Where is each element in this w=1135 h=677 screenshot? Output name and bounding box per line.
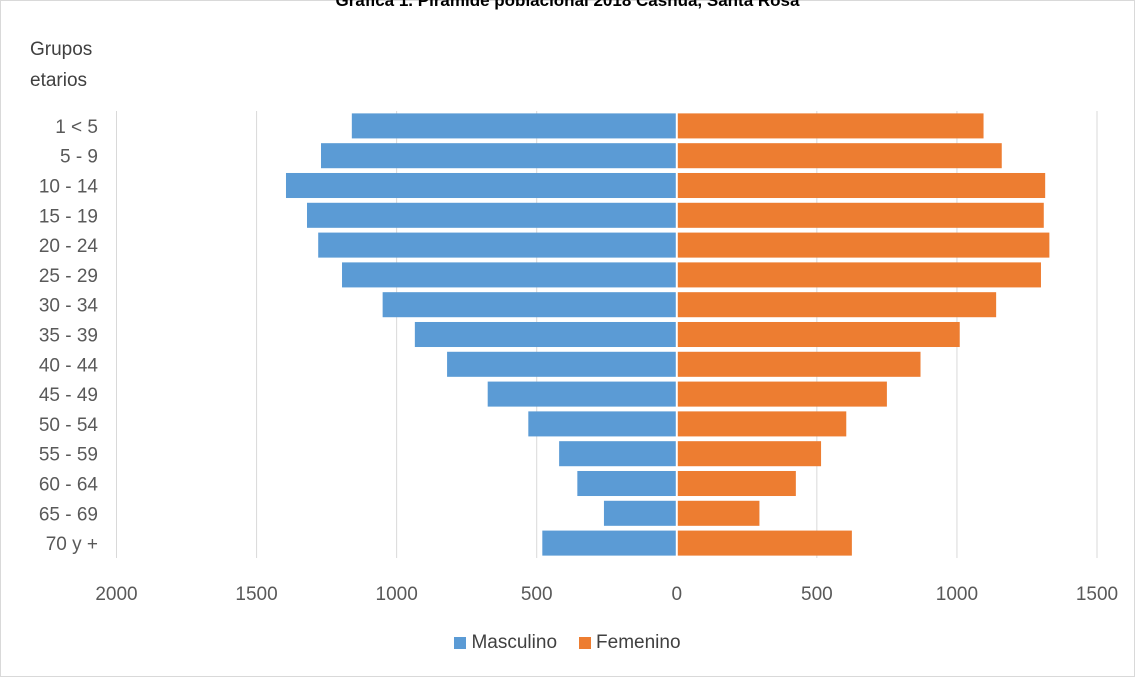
x-tick-label: 1500 xyxy=(1076,584,1118,605)
bar-femenino xyxy=(676,381,887,407)
y-tick-label: 25 - 29 xyxy=(39,266,98,287)
bar-femenino xyxy=(676,113,984,139)
bar-masculino xyxy=(321,143,677,169)
chart-title: Gráfica 1. Pirámide poblacional 2018 Cas… xyxy=(335,0,800,10)
x-tick-label: 1000 xyxy=(376,584,418,605)
y-tick-label: 35 - 39 xyxy=(39,326,98,347)
bar-masculino xyxy=(559,441,677,467)
legend-label-femenino: Femenino xyxy=(596,632,681,653)
x-tick-label: 500 xyxy=(521,584,553,605)
y-tick-label: 50 - 54 xyxy=(39,415,99,436)
y-axis-title-line-1: Grupos xyxy=(30,39,93,60)
bar-femenino xyxy=(676,143,1002,169)
x-tick-labels: 2000 1500 1000 500 0 500 1000 1500 xyxy=(95,584,1118,605)
y-tick-label: 45 - 49 xyxy=(39,385,98,406)
bar-masculino xyxy=(342,262,677,288)
x-tick-label: 2000 xyxy=(95,584,137,605)
bar-femenino xyxy=(676,321,960,348)
legend-swatch-masculino xyxy=(454,637,467,649)
x-tick-label: 500 xyxy=(801,584,833,605)
y-tick-label: 20 - 24 xyxy=(39,236,99,257)
y-tick-labels: 1 < 5 5 - 9 10 - 14 15 - 19 20 - 24 25 - 29 30… xyxy=(39,117,99,555)
bar-masculino xyxy=(528,411,677,437)
x-tick-label: 1500 xyxy=(235,584,277,605)
y-tick-label: 15 - 19 xyxy=(39,206,98,227)
legend-item-masculino: Masculino xyxy=(454,632,557,654)
y-axis-title-line-2: etarios xyxy=(30,70,88,91)
y-tick-label: 60 - 64 xyxy=(39,475,99,496)
bar-femenino xyxy=(676,351,921,377)
y-tick-label: 1 < 5 xyxy=(55,117,98,138)
bar-masculino xyxy=(577,470,677,497)
legend-label-masculino: Masculino xyxy=(471,632,558,653)
legend: Masculino Femenino xyxy=(0,632,1135,654)
bar-masculino xyxy=(306,202,677,228)
bar-femenino xyxy=(676,292,997,318)
y-tick-label: 40 - 44 xyxy=(39,355,99,376)
bar-masculino xyxy=(382,292,677,318)
bar-femenino xyxy=(676,262,1041,288)
bar-femenino xyxy=(676,172,1046,199)
x-tick-label: 0 xyxy=(671,584,682,605)
y-tick-label: 10 - 14 xyxy=(39,177,99,198)
y-tick-label: 70 y + xyxy=(46,534,98,555)
x-tick-label: 1000 xyxy=(936,584,978,605)
bar-masculino xyxy=(603,500,677,526)
y-tick-label: 30 - 34 xyxy=(39,296,99,317)
y-tick-label: 55 - 59 xyxy=(39,445,98,466)
bar-femenino xyxy=(676,411,847,437)
bar-femenino xyxy=(676,500,760,526)
bar-masculino xyxy=(285,172,677,199)
legend-swatch-femenino xyxy=(579,637,592,649)
bar-masculino xyxy=(487,381,677,407)
bar-masculino xyxy=(351,113,677,139)
y-axis-title: Grupos etarios xyxy=(30,34,92,96)
bar-femenino xyxy=(676,232,1050,258)
bar-masculino xyxy=(447,351,677,377)
bar-masculino xyxy=(414,321,677,348)
bar-femenino xyxy=(676,470,796,497)
bars xyxy=(285,111,1050,558)
legend-item-femenino: Femenino xyxy=(579,632,681,654)
y-tick-label: 5 - 9 xyxy=(60,147,98,168)
bar-femenino xyxy=(676,441,822,467)
bar-masculino xyxy=(542,530,677,556)
bar-masculino xyxy=(318,232,677,258)
bar-femenino xyxy=(676,530,852,556)
y-tick-label: 65 - 69 xyxy=(39,504,98,525)
bar-femenino xyxy=(676,202,1044,228)
